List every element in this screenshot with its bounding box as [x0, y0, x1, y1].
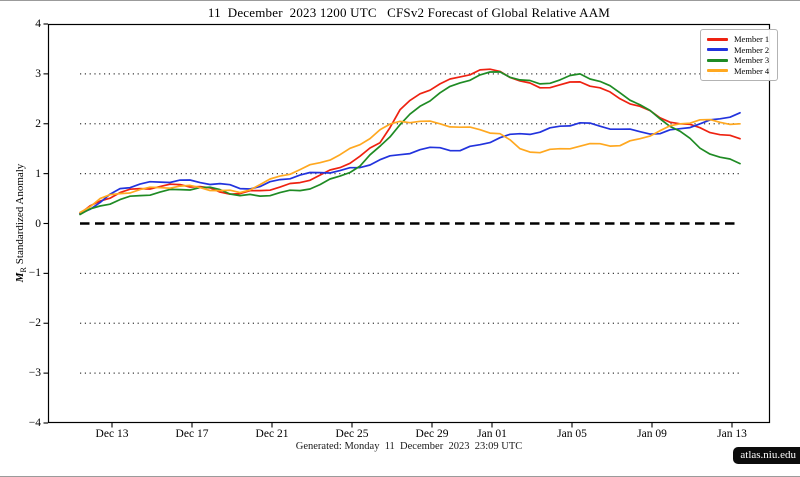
x-tick-label-dec-25: Dec 25 — [335, 428, 369, 440]
x-tick-label-jan-13: Jan 13 — [717, 428, 747, 440]
legend-row-member-3: Member 3 — [707, 55, 769, 66]
y-tick-label-2: 2 — [35, 117, 41, 130]
legend-label-member-4: Member 4 — [734, 65, 770, 76]
y-tick-label-1: 1 — [35, 167, 41, 180]
legend-label-member-2: Member 2 — [734, 44, 770, 55]
y-tick-label-3: 3 — [35, 67, 41, 80]
y-tick-label--3: −3 — [28, 366, 41, 379]
legend-row-member-4: Member 4 — [707, 66, 769, 77]
legend-row-member-1: Member 1 — [707, 34, 769, 45]
axes-box — [47, 23, 771, 424]
x-tick-label-dec-17: Dec 17 — [175, 428, 209, 440]
legend-label-member-1: Member 1 — [734, 34, 770, 44]
series-line-member-2 — [79, 111, 741, 215]
chart-canvas — [43, 23, 771, 428]
y-tick-label--1: −1 — [28, 267, 41, 280]
member-3-line-swatch — [707, 58, 728, 62]
x-tick-label-dec-29: Dec 29 — [415, 428, 449, 440]
y-tick-label--2: −2 — [28, 317, 41, 330]
plot-area — [43, 23, 771, 428]
x-tick-label-jan-05: Jan 05 — [557, 428, 587, 440]
series-line-member-1 — [79, 68, 741, 215]
chart-title: 11 December 2023 1200 UTC CFSv2 Forecast… — [207, 5, 611, 20]
legend-row-member-2: Member 2 — [707, 45, 769, 56]
x-tick-label-jan-09: Jan 09 — [637, 428, 667, 440]
series-line-member-3 — [79, 71, 741, 216]
member-4-line-swatch — [707, 69, 728, 73]
series-line-member-4 — [79, 118, 741, 214]
y-tick-label-0: 0 — [35, 217, 41, 230]
y-tick-label-4: 4 — [35, 17, 41, 30]
x-tick-label-jan-01: Jan 01 — [477, 428, 507, 440]
y-tick-label--4: −4 — [28, 416, 41, 429]
x-tick-label-dec-13: Dec 13 — [95, 428, 129, 440]
legend-label-member-3: Member 3 — [734, 55, 770, 65]
generated-timestamp: Generated: Monday 11 December 2023 23:09… — [295, 441, 523, 452]
member-2-line-swatch — [707, 48, 728, 52]
x-tick-label-dec-21: Dec 21 — [255, 428, 289, 440]
legend: Member 1 Member 2 Member 3 Member 4 — [700, 29, 779, 81]
site-badge: atlas.niu.edu — [733, 447, 800, 464]
member-1-line-swatch — [707, 37, 728, 41]
